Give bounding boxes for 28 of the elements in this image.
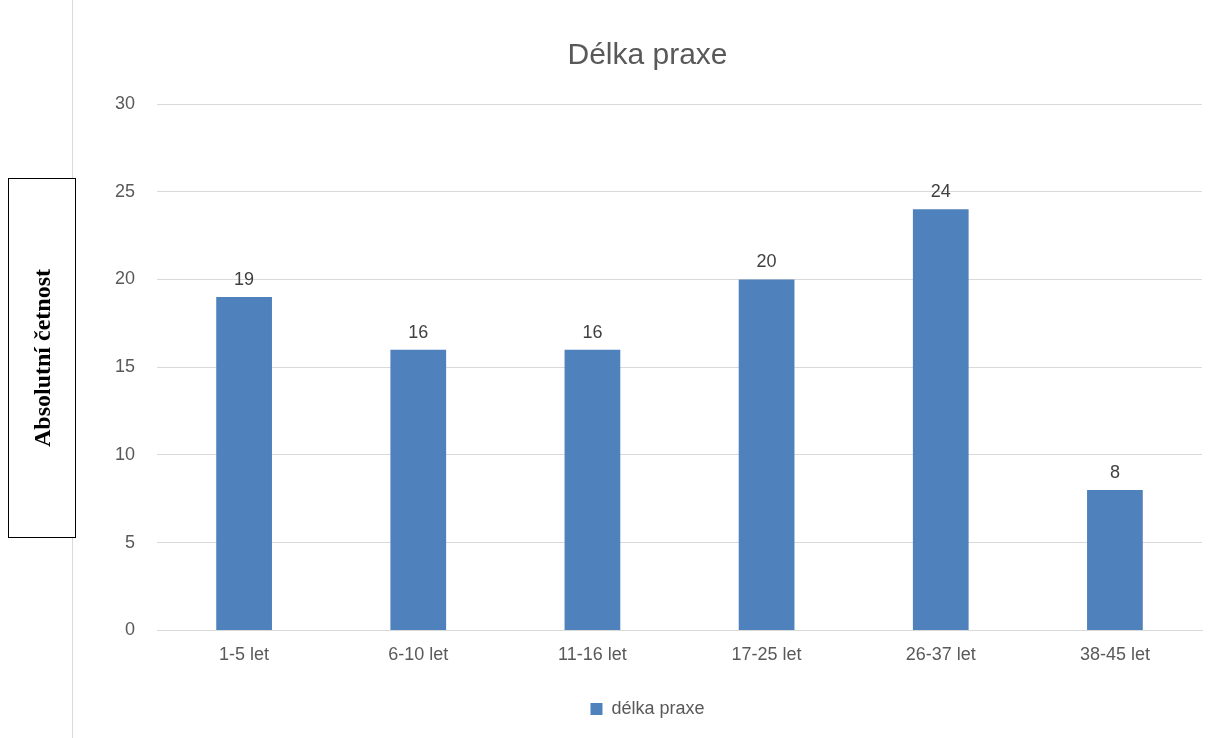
x-tick-label: 6-10 let bbox=[388, 644, 449, 665]
y-tick-label: 25 bbox=[114, 180, 136, 201]
data-label: 16 bbox=[582, 321, 603, 342]
x-tick-label: 38-45 let bbox=[1079, 644, 1150, 665]
bar bbox=[564, 349, 621, 630]
legend-label: délka praxe bbox=[611, 697, 705, 718]
y-axis-title: Absolutní četnost bbox=[28, 268, 56, 448]
x-tick-label: 11-16 let bbox=[558, 644, 627, 665]
y-tick-label: 0 bbox=[125, 619, 136, 640]
data-label: 20 bbox=[756, 251, 777, 272]
bar bbox=[1087, 490, 1143, 630]
data-label: 8 bbox=[1109, 462, 1120, 482]
x-tick-label: 17-25 let bbox=[731, 644, 802, 665]
bar bbox=[738, 279, 795, 630]
bar bbox=[390, 349, 447, 630]
x-tick-label: 26-37 let bbox=[905, 644, 976, 665]
data-label: 19 bbox=[234, 268, 255, 289]
y-tick-label: 15 bbox=[114, 356, 136, 377]
bar bbox=[912, 209, 969, 630]
y-tick-label: 20 bbox=[114, 268, 136, 289]
bar bbox=[216, 297, 272, 630]
x-tick-label: 1-5 let bbox=[219, 644, 270, 665]
y-tick-label: 30 bbox=[114, 92, 136, 113]
y-tick-label: 10 bbox=[114, 443, 136, 464]
data-label: 24 bbox=[930, 181, 951, 202]
chart-title: Délka praxe bbox=[567, 37, 728, 71]
y-tick-label: 5 bbox=[125, 531, 136, 552]
data-label: 16 bbox=[408, 321, 429, 342]
